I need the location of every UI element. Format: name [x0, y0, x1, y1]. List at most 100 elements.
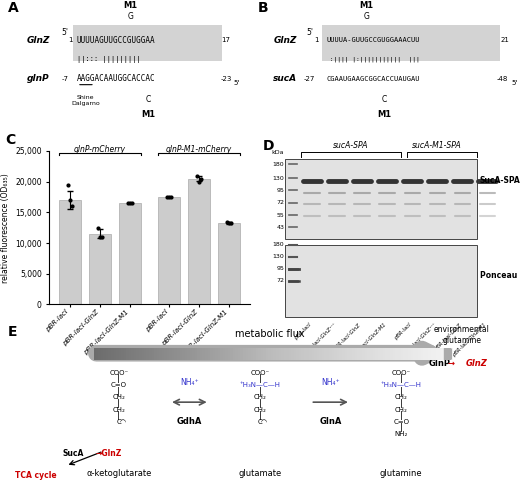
Text: Ponceau S: Ponceau S — [479, 271, 520, 280]
Text: -48: -48 — [497, 75, 509, 82]
Bar — [89, 234, 111, 304]
Text: GlnZ: GlnZ — [27, 36, 50, 45]
Text: D: D — [263, 139, 274, 153]
Text: |: | — [258, 375, 262, 383]
Text: kDa: kDa — [271, 150, 284, 155]
Text: ||::: |||||||||: ||::: ||||||||| — [77, 56, 149, 63]
FancyBboxPatch shape — [285, 244, 477, 317]
FancyBboxPatch shape — [73, 25, 222, 61]
Text: NH₄⁺: NH₄⁺ — [321, 378, 340, 387]
Text: 5': 5' — [61, 28, 69, 37]
Text: SucA-SPA: SucA-SPA — [479, 176, 520, 185]
Text: ◠: ◠ — [111, 419, 126, 425]
Text: 72: 72 — [276, 279, 284, 283]
Text: 180: 180 — [272, 242, 284, 247]
Text: |: | — [118, 375, 120, 383]
Text: GdhA: GdhA — [177, 417, 202, 426]
Text: pBR-lacI: pBR-lacI — [393, 322, 412, 341]
Text: TCA cycle: TCA cycle — [15, 471, 56, 480]
Text: 95: 95 — [276, 266, 284, 271]
Text: sucA: sucA — [274, 74, 297, 83]
Text: CH₂: CH₂ — [112, 407, 125, 412]
Text: 5': 5' — [306, 28, 314, 37]
Text: GlnA: GlnA — [319, 417, 342, 426]
Text: G: G — [363, 12, 369, 21]
Text: |: | — [400, 399, 402, 408]
Text: environmental
glutamine: environmental glutamine — [434, 325, 490, 345]
Text: pBR-lacI: pBR-lacI — [293, 322, 312, 341]
Text: glnP-M1-mCherry: glnP-M1-mCherry — [166, 145, 232, 153]
Text: glnP: glnP — [27, 74, 49, 83]
Text: GlnZ: GlnZ — [466, 358, 488, 368]
Text: GlnP: GlnP — [428, 358, 451, 368]
Text: M1: M1 — [141, 110, 155, 119]
Text: CGAAUGAAGCGGCACCUAUGAU: CGAAUGAAGCGGCACCUAUGAU — [327, 75, 420, 82]
Text: →: → — [447, 358, 454, 368]
Text: M1: M1 — [378, 110, 392, 119]
Text: |: | — [258, 411, 262, 420]
Bar — [218, 223, 240, 304]
Text: 43: 43 — [276, 225, 284, 230]
FancyBboxPatch shape — [322, 25, 500, 61]
Bar — [158, 197, 180, 304]
Text: CH₂: CH₂ — [254, 407, 266, 412]
Text: pBR-lacI-GlnZ¹⁷⁴: pBR-lacI-GlnZ¹⁷⁴ — [303, 322, 337, 356]
Text: -27: -27 — [304, 75, 315, 82]
Text: 180: 180 — [272, 162, 284, 167]
Text: -23: -23 — [220, 75, 232, 82]
Text: 55: 55 — [277, 213, 284, 218]
Text: C: C — [5, 132, 16, 147]
Text: COO⁻: COO⁻ — [392, 370, 411, 376]
Text: α-ketoglutarate: α-ketoglutarate — [86, 469, 151, 478]
Text: |: | — [400, 423, 402, 432]
Text: CH₂: CH₂ — [395, 394, 408, 400]
FancyBboxPatch shape — [285, 159, 477, 239]
Text: C: C — [257, 419, 263, 425]
Text: 130: 130 — [272, 176, 284, 181]
Text: NH₄⁺: NH₄⁺ — [180, 378, 199, 387]
Text: C: C — [116, 419, 121, 425]
Text: |: | — [400, 411, 402, 420]
Text: pBR-lacI-GlnZ-M1: pBR-lacI-GlnZ-M1 — [351, 322, 387, 358]
Text: |: | — [118, 399, 120, 408]
Text: ⁺H₃N—C—H: ⁺H₃N—C—H — [381, 382, 422, 388]
Text: C: C — [146, 95, 151, 104]
Text: CH₂: CH₂ — [254, 394, 266, 400]
Text: |: | — [258, 387, 262, 395]
Text: C=O: C=O — [393, 419, 409, 425]
Text: 5': 5' — [511, 80, 517, 86]
Text: COO⁻: COO⁻ — [250, 370, 270, 376]
Text: C: C — [382, 95, 387, 104]
Text: NH₂: NH₂ — [395, 431, 408, 437]
Text: |: | — [400, 375, 402, 383]
FancyArrow shape — [445, 347, 459, 361]
Text: 17: 17 — [222, 37, 231, 43]
Text: 72: 72 — [276, 200, 284, 206]
Text: SucA: SucA — [63, 449, 84, 458]
Text: pBR-lacI-GlnZ¹⁷⁴: pBR-lacI-GlnZ¹⁷⁴ — [404, 322, 437, 356]
Text: 5': 5' — [233, 80, 240, 86]
Text: -7: -7 — [61, 75, 69, 82]
Text: sucA-M1-SPA: sucA-M1-SPA — [412, 141, 462, 150]
Text: Shine
Dalgarno: Shine Dalgarno — [71, 95, 100, 106]
Text: |: | — [118, 411, 120, 420]
Text: ⁺H₃N—C—H: ⁺H₃N—C—H — [240, 382, 280, 388]
Y-axis label: relative fluorescence (OD₆₃₅): relative fluorescence (OD₆₃₅) — [1, 173, 9, 282]
Bar — [119, 203, 141, 304]
Text: pBR-lacI-GlnZ-M1: pBR-lacI-GlnZ-M1 — [451, 322, 487, 358]
Text: |: | — [118, 387, 120, 395]
Text: 1: 1 — [69, 37, 73, 43]
Text: E: E — [8, 325, 17, 339]
Text: |: | — [400, 387, 402, 395]
Text: CH₂: CH₂ — [112, 394, 125, 400]
Text: 95: 95 — [276, 187, 284, 193]
Text: M1: M1 — [124, 1, 138, 11]
Bar — [59, 200, 81, 304]
Text: AAGGACAAUGGCACCAC: AAGGACAAUGGCACCAC — [77, 74, 155, 83]
Bar — [188, 179, 210, 304]
Text: UUUUAGUUGCCGUGGAA: UUUUAGUUGCCGUGGAA — [77, 36, 155, 45]
Text: glutamine: glutamine — [380, 469, 423, 478]
Text: glutamate: glutamate — [238, 469, 282, 478]
Text: :|||| |:|||||||||||  |||: :|||| |:||||||||||| ||| — [327, 56, 420, 62]
Text: sucA-SPA: sucA-SPA — [333, 141, 369, 150]
